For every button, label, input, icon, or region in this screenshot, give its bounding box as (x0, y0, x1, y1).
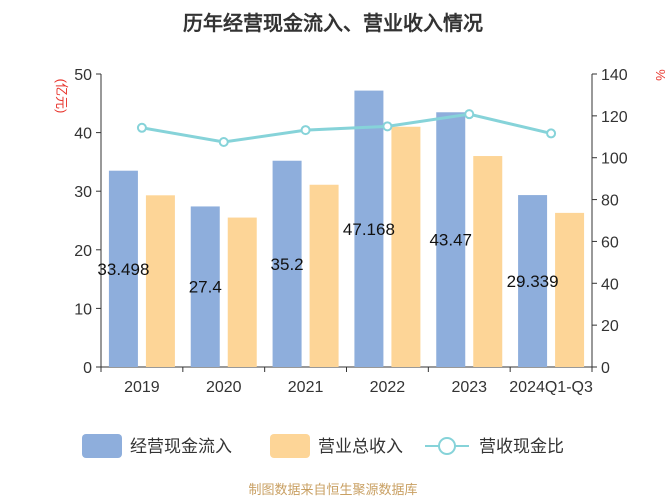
x-tick-label: 2019 (124, 379, 160, 396)
ratio-point[interactable] (300, 125, 311, 136)
bar-revenue[interactable] (227, 217, 257, 367)
left-tick-label: 0 (83, 360, 92, 377)
ratio-point[interactable] (464, 109, 475, 120)
right-axis-unit: % (653, 69, 667, 81)
data-source-note: 制图数据来自恒生聚源数据库 (248, 482, 417, 497)
right-tick-label: 20 (601, 318, 619, 335)
bar-value-label: 47.168 (343, 220, 395, 239)
bar-cash-inflow[interactable] (272, 160, 302, 367)
bar-revenue[interactable] (555, 212, 585, 367)
left-tick-label: 20 (74, 243, 92, 260)
bar-revenue[interactable] (473, 156, 503, 367)
legend-label-cash-inflow: 经营现金流入 (130, 437, 232, 456)
bar-revenue[interactable] (391, 126, 421, 368)
left-tick-label: 30 (74, 184, 92, 201)
right-tick-label: 60 (601, 234, 619, 251)
x-tick-label: 2022 (370, 379, 406, 396)
axes: 0 10 20 30 40 50 0 20 40 60 80 100 120 140 2019 2020 202… (74, 67, 628, 396)
bar-revenue[interactable] (145, 195, 175, 367)
legend-label-revenue: 营业总收入 (318, 437, 403, 456)
bar-value-label: 35.2 (271, 255, 304, 274)
chart-title: 历年经营现金流入、营业收入情况 (183, 11, 483, 35)
data-labels: 33.498 27.4 35.2 47.168 43.47 29.339 (97, 220, 558, 297)
bar-value-label: 27.4 (189, 278, 222, 297)
ratio-line-path (141, 112, 552, 144)
legend-label-ratio: 营收现金比 (479, 437, 564, 456)
legend-item-cash-inflow[interactable]: 经营现金流入 (82, 434, 232, 458)
bar-cash-inflow[interactable] (108, 170, 138, 367)
ratio-point[interactable] (382, 121, 393, 132)
legend-item-revenue[interactable]: 营业总收入 (270, 434, 403, 458)
bar-revenue[interactable] (309, 184, 339, 367)
bar-cash-inflow[interactable] (354, 90, 384, 367)
ratio-point[interactable] (218, 137, 229, 148)
right-tick-label: 0 (601, 360, 610, 377)
legend: 经营现金流入 营业总收入 营收现金比 (82, 434, 564, 458)
bar-value-label: 43.47 (429, 231, 472, 250)
x-tick-label: 2020 (206, 379, 242, 396)
bar-value-label: 29.339 (507, 272, 559, 291)
bar-cash-inflow[interactable] (190, 206, 220, 367)
right-tick-label: 40 (601, 276, 619, 293)
left-axis-unit: (亿元) (54, 79, 69, 114)
left-tick-label: 50 (74, 67, 92, 84)
left-tick-label: 10 (74, 301, 92, 318)
bar-value-label: 33.498 (97, 260, 149, 279)
right-tick-label: 80 (601, 193, 619, 210)
legend-marker-ratio (438, 437, 456, 455)
right-tick-label: 100 (601, 151, 628, 168)
left-tick-label: 40 (74, 126, 92, 143)
bar-cash-inflow[interactable] (436, 112, 466, 367)
x-tick-label: 2021 (288, 379, 324, 396)
x-tick-label: 2023 (451, 379, 487, 396)
ratio-point[interactable] (546, 128, 557, 139)
right-tick-label: 140 (601, 67, 628, 84)
bar-cash-inflow[interactable] (518, 195, 548, 367)
legend-swatch-cash-inflow (82, 434, 122, 458)
x-tick-label: 2024Q1-Q3 (509, 379, 593, 396)
right-tick-label: 120 (601, 109, 628, 126)
legend-item-ratio[interactable]: 营收现金比 (425, 437, 564, 456)
ratio-line (136, 109, 557, 148)
ratio-point[interactable] (136, 122, 147, 133)
bars (108, 90, 585, 368)
legend-swatch-revenue (270, 434, 310, 458)
